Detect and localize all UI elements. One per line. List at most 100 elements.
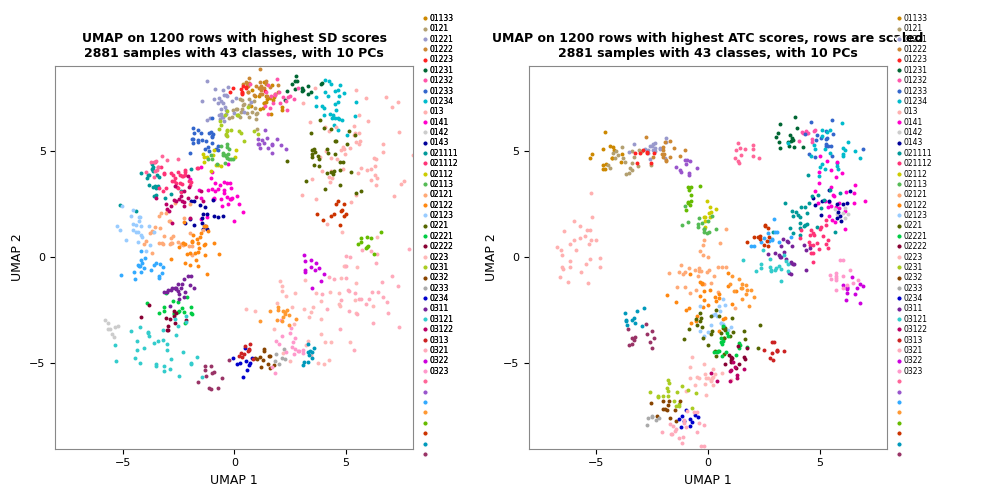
Point	[204, 168, 220, 176]
Point	[697, 280, 713, 288]
Point	[252, 144, 268, 152]
Point	[206, 212, 222, 220]
Point	[655, 392, 671, 400]
Point	[704, 327, 720, 335]
Point	[718, 348, 734, 356]
Point	[310, 162, 327, 170]
Point	[710, 263, 726, 271]
Point	[123, 327, 139, 335]
Point	[113, 271, 129, 279]
Point	[592, 255, 608, 263]
Point	[692, 327, 709, 335]
Point	[274, 287, 290, 295]
Point	[163, 256, 179, 264]
Point	[822, 126, 838, 134]
Point	[332, 325, 348, 333]
Point	[723, 323, 739, 331]
Point	[639, 330, 655, 338]
Point	[231, 200, 247, 208]
Point	[273, 105, 289, 113]
Point	[713, 319, 729, 327]
Point	[660, 388, 676, 396]
Point	[771, 138, 787, 146]
Point	[752, 321, 768, 329]
Point	[182, 272, 199, 280]
Point	[269, 299, 285, 307]
Point	[247, 104, 263, 112]
Point	[690, 220, 707, 228]
Point	[162, 315, 178, 323]
Point	[297, 177, 313, 185]
Point	[279, 87, 295, 95]
Point	[363, 234, 379, 242]
Point	[637, 145, 653, 153]
Point	[598, 165, 614, 173]
Point	[312, 80, 329, 88]
Point	[348, 189, 364, 197]
Point	[744, 242, 760, 250]
Point	[639, 146, 655, 154]
Point	[250, 135, 266, 143]
Point	[707, 293, 723, 301]
Point	[331, 300, 347, 308]
Point	[331, 86, 347, 94]
Point	[147, 166, 163, 174]
Point	[342, 144, 358, 152]
Point	[760, 224, 776, 232]
Point	[696, 421, 712, 429]
Point	[200, 225, 216, 233]
Point	[197, 204, 213, 212]
Point	[724, 300, 740, 308]
Point	[684, 449, 701, 457]
Point	[823, 183, 839, 192]
Point	[178, 312, 195, 320]
Point	[804, 249, 821, 257]
Point	[579, 226, 595, 234]
Point	[852, 154, 868, 162]
Point	[646, 149, 662, 157]
Point	[156, 306, 172, 314]
Point	[181, 201, 198, 209]
Point	[263, 92, 279, 100]
Point	[665, 397, 681, 405]
Point	[216, 189, 232, 197]
Point	[592, 264, 608, 272]
Point	[614, 150, 630, 158]
Point	[832, 205, 848, 213]
Point	[143, 249, 159, 258]
Point	[711, 302, 727, 310]
Point	[148, 194, 164, 202]
Point	[334, 115, 350, 123]
Point	[661, 379, 677, 387]
Point	[741, 302, 757, 310]
Point	[312, 153, 329, 161]
Point	[331, 197, 347, 205]
Point	[332, 158, 348, 166]
Point	[218, 106, 234, 114]
Point	[182, 261, 199, 269]
Point	[244, 107, 260, 115]
Point	[333, 181, 349, 189]
Point	[745, 141, 761, 149]
Point	[347, 131, 363, 139]
Point	[328, 137, 344, 145]
Point	[614, 143, 630, 151]
Point	[236, 108, 252, 116]
Point	[170, 322, 186, 330]
Point	[825, 130, 841, 138]
Point	[624, 340, 640, 348]
Point	[205, 151, 221, 159]
Point	[811, 168, 828, 176]
Point	[605, 149, 621, 157]
Point	[150, 163, 166, 171]
Point	[689, 428, 706, 436]
Point	[196, 225, 212, 233]
Point	[236, 373, 252, 381]
Point	[584, 150, 600, 158]
Point	[240, 82, 256, 90]
Point	[666, 426, 682, 434]
Point	[268, 350, 284, 358]
Point	[165, 311, 181, 320]
Point	[847, 181, 863, 189]
Point	[698, 391, 714, 399]
